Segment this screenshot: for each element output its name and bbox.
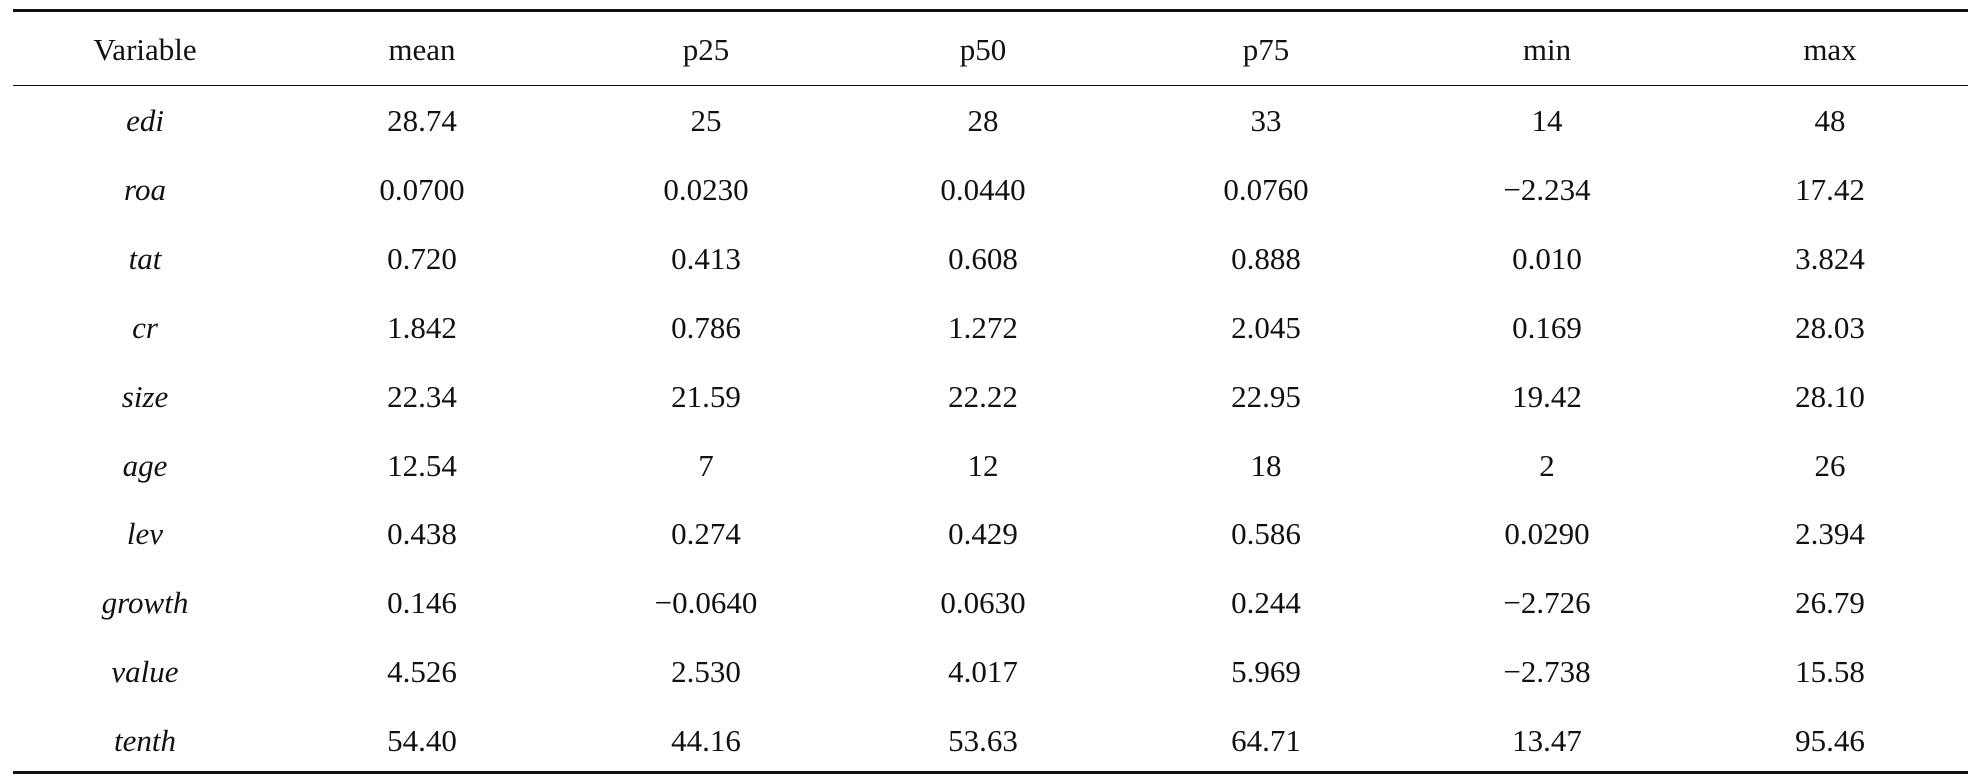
value-cell: 95.46: [1795, 723, 1865, 759]
value-cell: 0.0700: [379, 171, 465, 207]
value-cell: 18: [1250, 447, 1282, 483]
value-cell: 0.429: [948, 516, 1018, 552]
value-cell: 2.045: [1231, 309, 1301, 345]
variable-name: lev: [126, 516, 164, 552]
variable-name: edi: [126, 103, 164, 138]
value-cell: −2.726: [1503, 585, 1591, 621]
value-cell: 7: [698, 447, 714, 483]
value-cell: 54.40: [387, 723, 457, 759]
value-cell: 5.969: [1231, 654, 1301, 690]
header-cell: p50: [959, 32, 1007, 67]
value-cell: 4.017: [948, 654, 1018, 690]
value-cell: 0.146: [387, 585, 457, 621]
value-cell: 25: [690, 103, 722, 138]
value-cell: −2.234: [1503, 171, 1591, 207]
value-cell: 17.42: [1795, 171, 1865, 207]
value-cell: 13.47: [1512, 723, 1582, 759]
value-cell: 1.842: [387, 309, 457, 345]
value-cell: 2: [1539, 447, 1555, 483]
value-cell: 22.34: [387, 378, 457, 414]
value-cell: 0.0760: [1223, 171, 1309, 207]
value-cell: 64.71: [1231, 723, 1301, 759]
value-cell: 44.16: [671, 723, 741, 759]
header-cell: mean: [388, 32, 456, 67]
value-cell: 14: [1531, 103, 1563, 138]
value-cell: 0.244: [1231, 585, 1301, 621]
value-cell: 2.394: [1795, 516, 1865, 552]
value-cell: 26: [1814, 447, 1846, 483]
variable-name: growth: [101, 585, 189, 621]
value-cell: 28.74: [387, 103, 457, 138]
value-cell: 19.42: [1512, 378, 1582, 414]
variable-name: value: [111, 654, 179, 690]
value-cell: 12: [967, 447, 999, 483]
value-cell: 2.530: [671, 654, 741, 690]
value-cell: 0.586: [1231, 516, 1301, 552]
top-rule: [13, 9, 1968, 12]
value-cell: 28.10: [1795, 378, 1865, 414]
value-cell: 48: [1814, 103, 1846, 138]
header-cell: min: [1522, 32, 1572, 67]
variable-name: tenth: [114, 723, 176, 759]
value-cell: −2.738: [1503, 654, 1591, 690]
header-cell: p75: [1242, 32, 1290, 67]
value-cell: 0.720: [387, 240, 457, 276]
variable-name: cr: [132, 309, 158, 345]
value-cell: 0.0630: [940, 585, 1026, 621]
value-cell: 21.59: [671, 378, 741, 414]
value-cell: 53.63: [948, 723, 1018, 759]
header-cell: Variable: [93, 32, 197, 67]
value-cell: 0.0440: [940, 171, 1026, 207]
value-cell: 3.824: [1795, 240, 1865, 276]
header-cell: p25: [682, 32, 730, 67]
bottom-rule: [13, 771, 1968, 774]
value-cell: 0.888: [1231, 240, 1301, 276]
value-cell: 0.169: [1512, 309, 1582, 345]
value-cell: 22.95: [1231, 378, 1301, 414]
value-cell: 28.03: [1795, 309, 1865, 345]
variable-name: tat: [128, 240, 162, 276]
value-cell: 0.786: [671, 309, 741, 345]
value-cell: 0.0230: [663, 171, 749, 207]
variable-name: roa: [124, 171, 166, 207]
value-cell: 28: [967, 103, 999, 138]
header-rule: [13, 85, 1968, 86]
value-cell: 0.438: [387, 516, 457, 552]
value-cell: 33: [1250, 103, 1282, 138]
value-cell: 0.0290: [1504, 516, 1590, 552]
value-cell: 4.526: [387, 654, 457, 690]
header-cell: max: [1803, 32, 1857, 67]
variable-name: age: [122, 447, 168, 483]
value-cell: 0.608: [948, 240, 1018, 276]
value-cell: 12.54: [387, 447, 457, 483]
value-cell: 0.413: [671, 240, 741, 276]
value-cell: 0.010: [1512, 240, 1582, 276]
variable-name: size: [121, 378, 169, 414]
value-cell: 22.22: [948, 378, 1018, 414]
value-cell: 0.274: [671, 516, 741, 552]
value-cell: 15.58: [1795, 654, 1865, 690]
value-cell: 26.79: [1795, 585, 1865, 621]
value-cell: 1.272: [948, 309, 1018, 345]
value-cell: −0.0640: [654, 585, 758, 621]
